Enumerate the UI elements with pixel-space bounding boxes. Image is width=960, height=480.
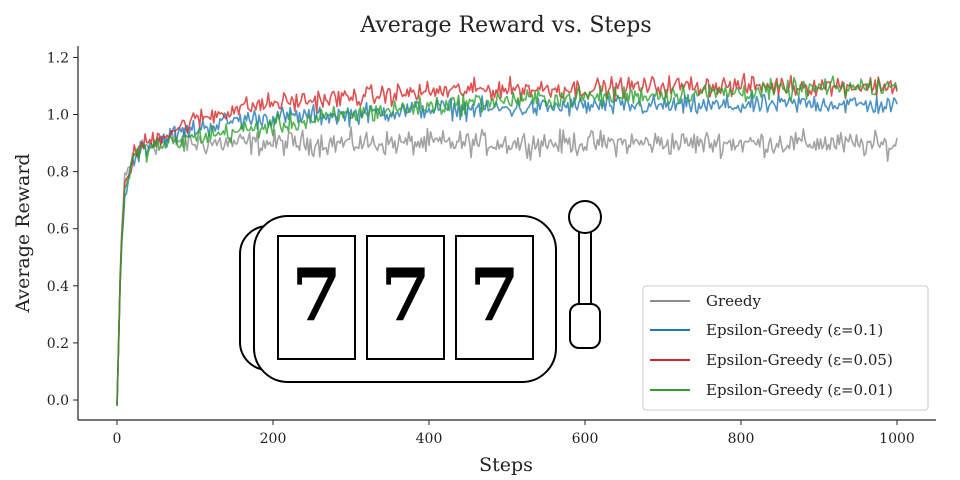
x-tick-label: 1000 (879, 431, 915, 447)
y-tick-label: 0.0 (47, 393, 69, 409)
slot-lever-rod (578, 227, 592, 309)
slot-reel-3-symbol: 7 (469, 252, 519, 337)
x-tick-label: 400 (416, 431, 443, 447)
chart-title: Average Reward vs. Steps (359, 13, 651, 38)
legend-box (642, 285, 929, 411)
slot-reel-2-symbol: 7 (380, 252, 430, 337)
y-ticks: 0.0 0.2 0.4 0.6 0.8 1.0 1.2 (47, 50, 78, 409)
legend-label-eps-0.05: Epsilon-Greedy (ε=0.05) (706, 351, 893, 369)
y-tick-label: 0.4 (47, 279, 69, 295)
x-tick-label: 0 (113, 431, 122, 447)
slot-lever-base (569, 303, 601, 349)
series-line-0 (116, 126, 898, 406)
y-tick-label: 0.6 (47, 222, 69, 238)
y-tick-label: 1.2 (47, 50, 69, 66)
series-lines (116, 72, 898, 406)
legend-entry-greedy: Greedy (650, 292, 762, 310)
series-line-1 (116, 92, 898, 406)
x-tick-label: 200 (260, 431, 287, 447)
slot-reel-2 (366, 235, 445, 360)
legend-entry-eps-0.01: Epsilon-Greedy (ε=0.01) (650, 381, 893, 399)
slot-lever-knob (568, 200, 602, 234)
legend-label-eps-0.01: Epsilon-Greedy (ε=0.01) (706, 381, 893, 399)
x-ticks: 0 200 400 600 800 1000 (113, 420, 915, 447)
series-line-3 (116, 75, 898, 406)
slot-machine-icon: 7 7 7 (239, 200, 602, 383)
x-axis-label: Steps (479, 454, 533, 476)
legend-label-greedy: Greedy (706, 292, 762, 310)
slot-reel-3 (455, 235, 534, 360)
y-tick-label: 0.8 (47, 165, 69, 181)
slot-reel-1-symbol: 7 (291, 252, 341, 337)
y-axis-label: Average Reward (12, 153, 34, 313)
legend-label-eps-0.1: Epsilon-Greedy (ε=0.1) (706, 321, 883, 339)
legend-entry-eps-0.1: Epsilon-Greedy (ε=0.1) (650, 321, 883, 339)
x-tick-label: 800 (728, 431, 755, 447)
y-tick-label: 1.0 (47, 108, 69, 124)
x-tick-label: 600 (572, 431, 599, 447)
legend-entry-eps-0.05: Epsilon-Greedy (ε=0.05) (650, 351, 893, 369)
y-tick-label: 0.2 (47, 336, 69, 352)
slot-reel-1 (277, 235, 356, 360)
legend: Greedy Epsilon-Greedy (ε=0.1) Epsilon-Gr… (642, 285, 929, 411)
